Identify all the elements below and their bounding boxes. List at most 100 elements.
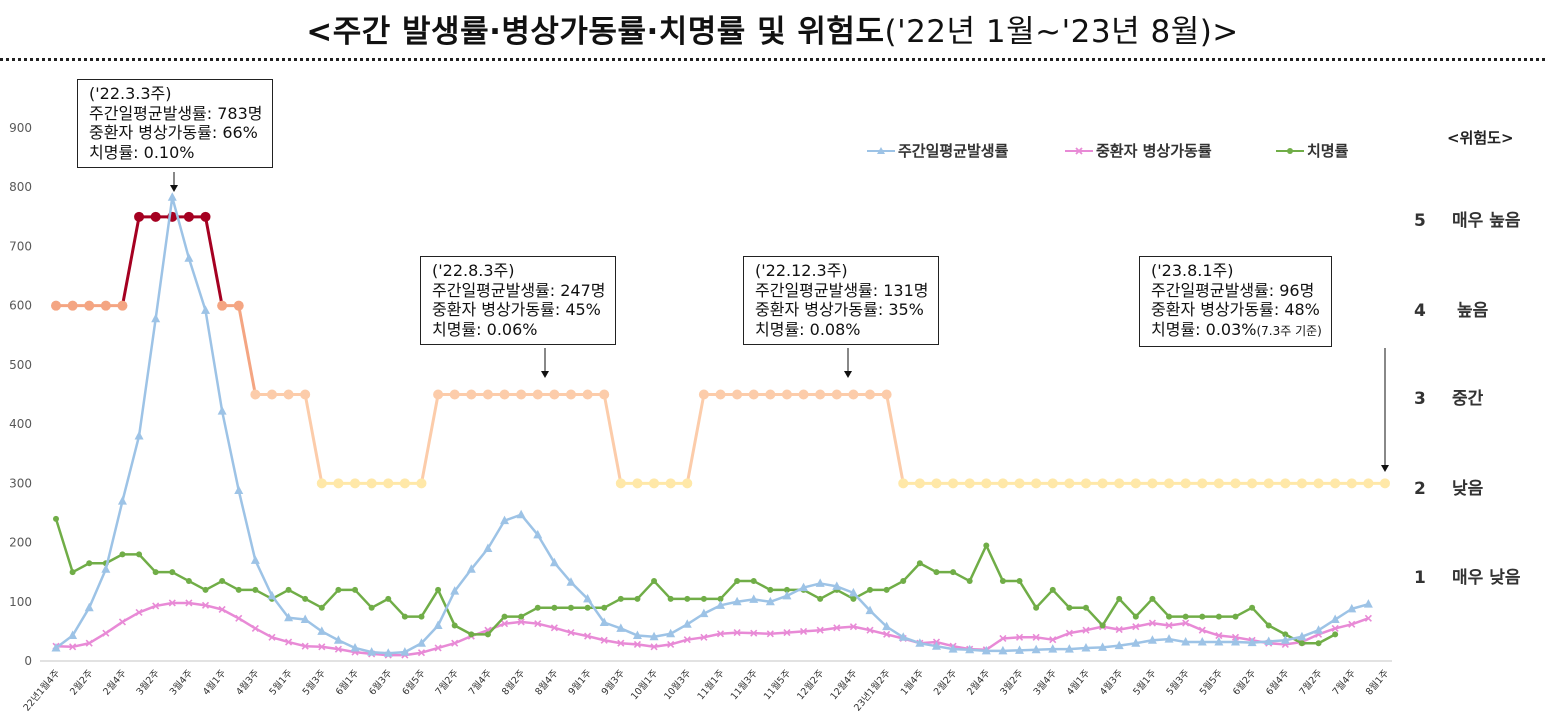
incidence-point (101, 564, 111, 573)
risk-point (948, 478, 959, 489)
incidence-point (1280, 635, 1290, 644)
fatality-point (1066, 604, 1073, 611)
fatality-point (219, 578, 226, 585)
risk-point (1147, 478, 1158, 489)
risk-point (599, 389, 610, 400)
x-tick-label: 5월3주 (1164, 667, 1192, 698)
risk-point (1296, 478, 1307, 489)
risk-point (1130, 478, 1141, 489)
incidence-point (1015, 645, 1025, 654)
risk-point (449, 389, 460, 400)
legend-incidence: 주간일평균발생률 (867, 140, 1008, 161)
icu-point (733, 629, 741, 637)
icu-point (1049, 636, 1057, 644)
incidence-point (815, 578, 825, 587)
incidence-point (1031, 644, 1041, 654)
risk-point (217, 300, 228, 311)
risk-point (715, 389, 726, 400)
icu-point (534, 620, 542, 628)
x-tick-label: 12월2주 (794, 667, 826, 702)
icu-point (650, 643, 658, 651)
incidence-point (134, 430, 144, 440)
x-tick-label: 5월5주 (1197, 667, 1225, 698)
incidence-point (1098, 642, 1108, 651)
risk-point (233, 300, 244, 311)
fatality-point (933, 569, 940, 576)
risk-point (117, 300, 128, 311)
incidence-point (1147, 635, 1157, 644)
fatality-point (352, 586, 359, 593)
x-tick-label: 5월3주 (300, 667, 328, 698)
risk-level-label: 매우 높음 (1452, 211, 1521, 231)
legend-incidence-label: 주간일평균발생률 (898, 142, 1009, 160)
x-tick-label: 2월4주 (964, 667, 992, 698)
incidence-point (1181, 637, 1191, 646)
x-tick-label: 1월4주 (898, 667, 926, 698)
risk-point (565, 389, 576, 400)
legend-fatality-label: 치명률 (1307, 142, 1349, 160)
icu-point (567, 629, 575, 637)
incidence-point (184, 253, 194, 262)
icu-point (617, 639, 625, 647)
x-tick-label: 9월1주 (566, 667, 594, 698)
risk-point (283, 389, 294, 400)
risk-point (499, 389, 510, 400)
risk-point (1080, 478, 1091, 489)
legend-icu-swatch (1065, 146, 1093, 155)
risk-point (399, 478, 410, 489)
incidence-point (666, 628, 676, 638)
incidence-point (682, 619, 692, 628)
x-tick-label: 2월4주 (101, 667, 129, 698)
callout-22-3-3: ('22.3.3주) 주간일평균발생률: 783명 중환자 병상가동률: 66%… (77, 79, 273, 168)
icu-point (451, 639, 459, 647)
incidence-point (566, 577, 576, 586)
incidence-point (749, 594, 759, 603)
legend-fatality-swatch (1276, 147, 1304, 154)
callout-arrowhead (541, 371, 549, 378)
icu-point (235, 614, 243, 622)
fatality-point (1182, 613, 1189, 620)
x-tick-label: 5월1주 (267, 667, 295, 698)
fatality-point (584, 604, 591, 611)
x-tick-label: 11월1주 (695, 667, 727, 702)
fatality-point (767, 586, 774, 593)
incidence-point (549, 557, 559, 567)
risk-point (1263, 478, 1274, 489)
incidence-point (217, 406, 227, 415)
x-tick-label: 8월1주 (1363, 667, 1391, 698)
fatality-point (119, 551, 126, 558)
fatality-point (86, 560, 93, 567)
fatality-point (634, 595, 641, 602)
fatality-point (335, 586, 342, 593)
legend-icu: 중환자 병상가동률 (1065, 140, 1212, 161)
incidence-point (1347, 603, 1357, 613)
callout-line: 중환자 병상가동률: 48% (1151, 300, 1320, 319)
risk-point (1247, 478, 1258, 489)
icu-point (417, 649, 426, 657)
icu-point (69, 643, 77, 651)
icu-point (118, 618, 127, 626)
x-tick-label: 7월2주 (433, 667, 461, 698)
x-tick-label: 10월1주 (628, 667, 660, 702)
risk-point (300, 389, 311, 400)
incidence-point (699, 608, 709, 618)
incidence-point (500, 515, 510, 525)
risk-point (831, 389, 842, 400)
fatality-point (152, 569, 159, 576)
fatality-point (783, 586, 790, 593)
incidence-point (1230, 637, 1240, 646)
icu-point (1065, 629, 1073, 637)
x-tick-label: 6월2주 (1230, 667, 1258, 698)
risk-point (134, 211, 145, 222)
icu-point (584, 632, 592, 640)
risk-point (51, 300, 61, 311)
risk-point (815, 389, 826, 400)
fatality-point (1282, 631, 1289, 638)
icu-point (1364, 614, 1372, 622)
risk-point (416, 478, 427, 489)
y-tick-label: 0 (24, 654, 32, 668)
fatality-point (136, 551, 143, 558)
risk-point (698, 389, 709, 400)
callout-line: ('22.3.3주) (89, 84, 172, 103)
fatality-point (302, 595, 309, 602)
